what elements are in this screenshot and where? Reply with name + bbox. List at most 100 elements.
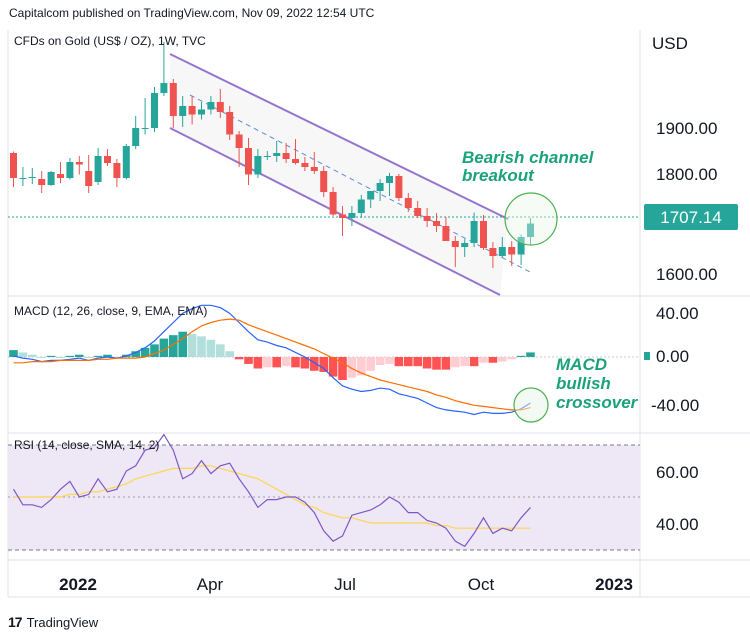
- y-tick-1800: 1800.00: [656, 165, 717, 184]
- candle-body[interactable]: [461, 243, 469, 247]
- macd-tick-40: 40.00: [656, 304, 699, 323]
- candle-body[interactable]: [404, 198, 412, 208]
- macd-histogram-bar: [469, 357, 479, 367]
- breakout-highlight-circle: [504, 192, 558, 246]
- macd-tick-neg40: -40.00: [651, 396, 699, 415]
- macd-histogram-bar: [56, 357, 65, 358]
- macd-histogram-bar: [310, 357, 319, 371]
- candle-body[interactable]: [527, 223, 534, 238]
- candle-body[interactable]: [94, 156, 102, 182]
- y-tick-1900: 1900.00: [656, 119, 717, 138]
- candle-body[interactable]: [47, 172, 55, 185]
- macd-histogram-bar: [234, 357, 244, 360]
- macd-histogram-bar: [253, 357, 263, 369]
- candle-body[interactable]: [198, 109, 205, 115]
- candle-body[interactable]: [245, 148, 252, 175]
- macd-histogram-bar: [93, 355, 103, 357]
- x-label-2023: 2023: [595, 575, 633, 594]
- candle-body[interactable]: [188, 106, 196, 115]
- x-label-apr: Apr: [197, 575, 224, 594]
- candle-body[interactable]: [292, 159, 299, 163]
- candle-body[interactable]: [395, 176, 403, 198]
- candle-body[interactable]: [442, 226, 450, 241]
- candle-body[interactable]: [414, 208, 422, 216]
- candle-body[interactable]: [75, 162, 83, 165]
- candle-body[interactable]: [329, 192, 337, 215]
- candle-body[interactable]: [310, 167, 318, 171]
- channel-upper-line[interactable]: [169, 53, 509, 220]
- candle-body[interactable]: [386, 176, 393, 183]
- last-price-value: 1707.14: [660, 208, 721, 227]
- candle-body[interactable]: [169, 83, 177, 116]
- candle-body[interactable]: [489, 248, 497, 256]
- macd-tick-0: 0.00: [656, 347, 689, 366]
- rsi-sma-line[interactable]: [13, 465, 531, 529]
- candle-body[interactable]: [517, 237, 525, 255]
- macd-histogram-bar: [451, 357, 460, 368]
- candle-body[interactable]: [282, 153, 290, 159]
- candle-body[interactable]: [66, 162, 74, 178]
- candle-body[interactable]: [339, 214, 346, 219]
- macd-line[interactable]: [13, 304, 531, 416]
- candle-body[interactable]: [28, 177, 36, 178]
- candle-body[interactable]: [301, 163, 309, 167]
- candle-body[interactable]: [433, 221, 440, 226]
- candle-body[interactable]: [113, 163, 121, 178]
- candle-body[interactable]: [254, 156, 262, 175]
- macd-annotation-line3: crossover: [556, 393, 639, 412]
- crossover-highlight-circle: [513, 387, 549, 423]
- last-price-badge: [644, 204, 738, 230]
- candle-body[interactable]: [320, 171, 328, 192]
- macd-histogram-bar: [46, 355, 56, 357]
- macd-signal-line[interactable]: [13, 318, 531, 411]
- candles-group: [10, 42, 534, 268]
- candle-body[interactable]: [57, 174, 64, 178]
- macd-histogram-bar: [225, 351, 234, 357]
- candle-body[interactable]: [207, 102, 215, 110]
- candle-body[interactable]: [226, 112, 234, 135]
- candle-body[interactable]: [151, 93, 158, 128]
- candle-body[interactable]: [376, 183, 384, 191]
- x-label-jul: Jul: [334, 575, 356, 594]
- candle-body[interactable]: [273, 153, 281, 156]
- channel-fill: [170, 54, 508, 295]
- candle-body[interactable]: [38, 179, 46, 185]
- macd-histogram-bar: [206, 339, 216, 357]
- candle-body[interactable]: [367, 191, 375, 200]
- candle-body[interactable]: [508, 247, 516, 255]
- candle-body[interactable]: [216, 102, 224, 112]
- candle-body[interactable]: [104, 156, 111, 163]
- macd-last-marker: [644, 352, 650, 360]
- candle-body[interactable]: [160, 83, 168, 93]
- candle-body[interactable]: [470, 221, 478, 243]
- macd-histogram-bar: [441, 357, 451, 370]
- candle-body[interactable]: [19, 178, 27, 179]
- macd-histogram-bar: [169, 335, 178, 357]
- macd-histogram: [9, 331, 535, 380]
- candle-body[interactable]: [498, 247, 506, 256]
- candle-body[interactable]: [357, 199, 365, 214]
- candle-body[interactable]: [263, 156, 271, 157]
- macd-histogram-bar: [131, 351, 140, 357]
- candle-body[interactable]: [141, 128, 149, 129]
- rsi-line[interactable]: [12, 433, 531, 548]
- candle-body[interactable]: [480, 221, 487, 248]
- candle-body[interactable]: [132, 128, 140, 146]
- tradingview-logo[interactable]: 17 TradingView: [8, 614, 98, 630]
- candle-body[interactable]: [122, 146, 130, 178]
- macd-histogram-bar: [516, 355, 526, 357]
- candle-body[interactable]: [423, 216, 431, 221]
- candle-body[interactable]: [85, 171, 93, 186]
- rsi-tick-40: 40.00: [656, 515, 699, 534]
- macd-histogram-bar: [187, 334, 197, 357]
- candle-body[interactable]: [179, 106, 187, 116]
- candle-body[interactable]: [348, 213, 356, 218]
- candle-body[interactable]: [10, 153, 17, 178]
- candle-body[interactable]: [451, 241, 459, 247]
- candle-body[interactable]: [235, 134, 243, 149]
- macd-histogram-bar: [394, 357, 404, 367]
- tradingview-icon: 17: [8, 614, 23, 630]
- price-pane-title: CFDs on Gold (US$ / OZ), 1W, TVC: [14, 34, 206, 48]
- macd-pane-title: MACD (12, 26, close, 9, EMA, EMA): [14, 304, 207, 318]
